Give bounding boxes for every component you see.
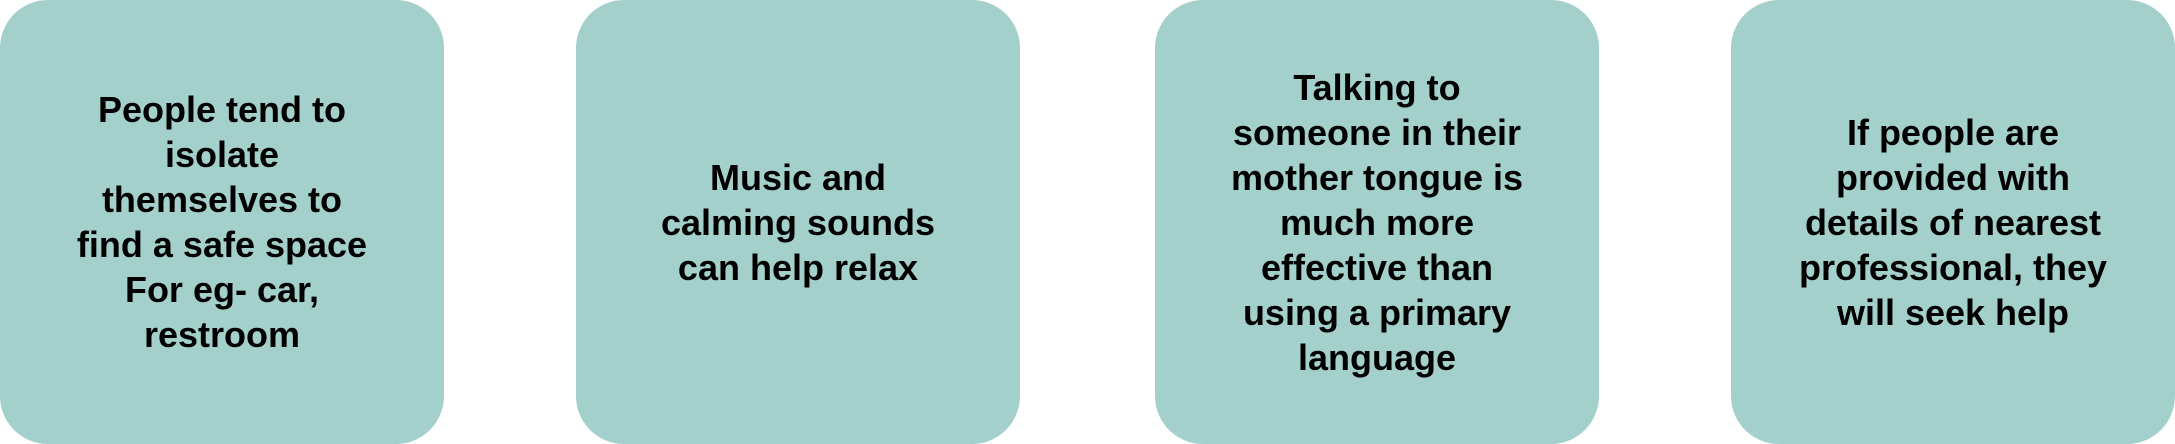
insight-card-professional-help: If people are provided with details of n… xyxy=(1731,0,2175,444)
insight-card-isolation: People tend to isolate themselves to fin… xyxy=(0,0,444,444)
insight-card-mother-tongue: Talking to someone in their mother tongu… xyxy=(1155,0,1599,444)
insight-card-music: Music and calming sounds can help relax xyxy=(576,0,1020,444)
insight-card-text: Music and calming sounds can help relax xyxy=(660,156,936,288)
insight-card-text: If people are provided with details of n… xyxy=(1798,111,2108,333)
insight-card-text: People tend to isolate themselves to fin… xyxy=(76,89,368,355)
insight-card-text: Talking to someone in their mother tongu… xyxy=(1230,66,1523,378)
